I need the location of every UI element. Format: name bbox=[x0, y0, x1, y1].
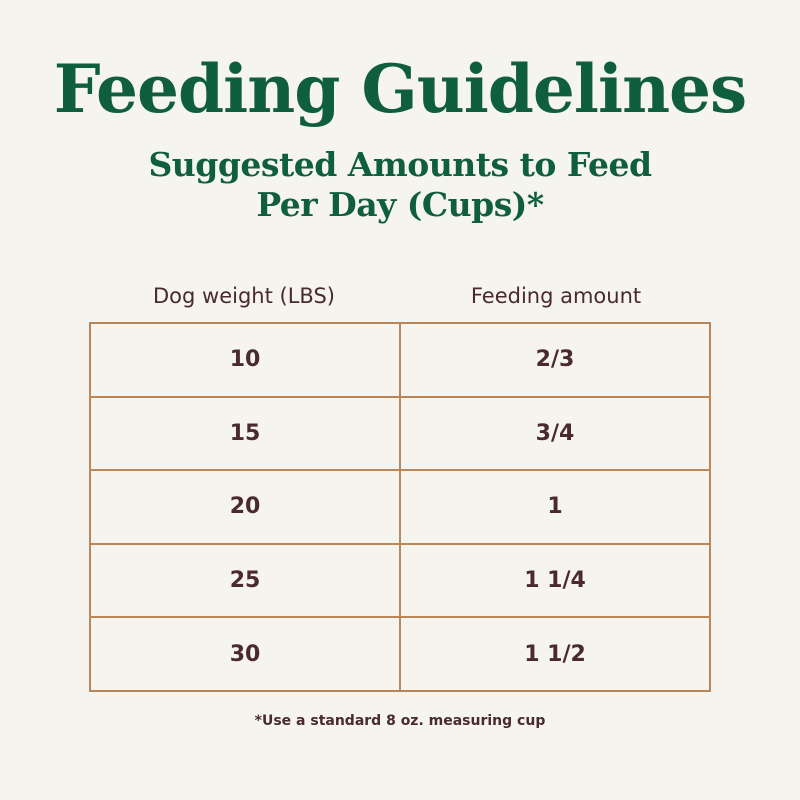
cell: 1 1/2 bbox=[399, 616, 711, 692]
cell: 1 1/4 bbox=[399, 542, 711, 619]
title: Feeding Guidelines bbox=[53, 50, 747, 128]
subtitle: Suggested Amounts to Feed bbox=[148, 145, 652, 184]
column-header: Dog weight (LBS) bbox=[153, 284, 335, 308]
row: 20 1 bbox=[89, 469, 711, 545]
cell: 30 bbox=[89, 616, 401, 692]
table: 10 2/3 15 3/4 20 1 25 1 1/4 30 1 1/2 bbox=[89, 322, 711, 692]
cell: 3/4 bbox=[399, 395, 711, 472]
cell: 15 bbox=[89, 395, 401, 472]
row: 10 2/3 bbox=[89, 322, 711, 398]
column-header: Feeding amount bbox=[470, 284, 642, 308]
row: 30 1 1/2 bbox=[89, 616, 711, 692]
cell: 1 bbox=[399, 469, 711, 545]
cell: 10 bbox=[89, 322, 401, 398]
row: 15 3/4 bbox=[89, 395, 711, 472]
cell: 25 bbox=[89, 542, 401, 619]
cell: 2/3 bbox=[399, 322, 711, 398]
subtitle: Per Day (Cups)* bbox=[256, 185, 544, 224]
row: 25 1 1/4 bbox=[89, 542, 711, 619]
footnote: *Use a standard 8 oz. measuring cup bbox=[254, 713, 546, 729]
cell: 20 bbox=[89, 469, 401, 545]
